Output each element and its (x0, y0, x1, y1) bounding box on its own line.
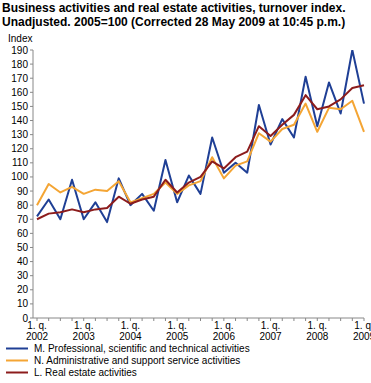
x-tick-label: 1. q.2006 (213, 320, 236, 342)
legend-swatch (6, 348, 28, 350)
x-tick-label: 1. q.2005 (166, 320, 189, 342)
y-tick-label: 170 (11, 73, 28, 84)
y-tick-label: 130 (11, 129, 28, 140)
x-tick-label-line: 2002 (26, 331, 49, 342)
x-tick-label: 1. q.2009 (353, 320, 371, 342)
y-tick-label: 50 (17, 242, 29, 253)
x-tick-label: 1. q.2007 (259, 320, 282, 342)
x-tick (247, 318, 248, 321)
x-tick-label-line: 2005 (166, 331, 189, 342)
x-tick (328, 318, 329, 321)
x-tick-label-line: 2007 (259, 331, 282, 342)
x-tick (282, 318, 283, 321)
title-line: Unadjusted. 2005=100 (Corrected 28 May 2… (2, 15, 345, 29)
y-tick-label: 150 (11, 101, 28, 112)
x-tick-label: 1. q.2004 (119, 320, 142, 342)
x-tick-label-line: 1. q. (261, 320, 280, 331)
x-tick (48, 318, 49, 321)
series-line (37, 85, 364, 219)
title: Business activities and real estate acti… (2, 1, 345, 29)
y-tick-label: 90 (17, 186, 29, 197)
x-tick-label-line: 1. q. (167, 320, 186, 331)
x-tick-label-line: 1. q. (27, 320, 46, 331)
x-tick (118, 318, 119, 321)
x-tick (60, 318, 61, 321)
y-tick-label: 120 (11, 143, 28, 154)
x-tick-label-line: 1. q. (308, 320, 327, 331)
x-tick-label-line: 2003 (73, 331, 96, 342)
x-tick-label-line: 2004 (119, 331, 142, 342)
x-tick-label-line: 2008 (306, 331, 329, 342)
x-tick-label-line: 2006 (213, 331, 236, 342)
y-tick-label: 70 (17, 214, 29, 225)
legend-label: N. Administrative and support service ac… (34, 355, 240, 366)
y-tick-label: 140 (11, 115, 28, 126)
series-line (37, 101, 364, 205)
y-axis-label: Index (8, 33, 32, 44)
title-line: Business activities and real estate acti… (2, 1, 345, 15)
x-tick (72, 318, 73, 321)
x-tick (107, 318, 108, 321)
y-tick-label: 110 (12, 157, 28, 168)
x-tick (352, 318, 353, 321)
y-tick-label: 190 (11, 45, 28, 56)
x-tick-label-line: 1. q. (121, 320, 140, 331)
y-tick-label: 160 (11, 87, 28, 98)
x-axis (33, 318, 364, 319)
y-tick-label: 10 (17, 298, 29, 309)
y-tick-label: 40 (17, 256, 29, 267)
x-tick (235, 318, 236, 321)
legend-label: M. Professional, scientific and technica… (34, 343, 250, 354)
plot (37, 50, 364, 222)
x-tick (142, 318, 143, 321)
legend-swatch (6, 360, 28, 362)
x-tick (153, 318, 154, 321)
x-tick (188, 318, 189, 321)
x-tick-label-line: 1. q. (74, 320, 93, 331)
y-tick-label: 100 (11, 171, 28, 182)
y-tick-label: 30 (17, 270, 29, 281)
y-axis (33, 50, 34, 318)
x-tick (200, 318, 201, 321)
x-tick (258, 318, 259, 321)
x-tick-label: 1. q.2008 (306, 320, 329, 342)
y-tick-label: 20 (17, 284, 29, 295)
x-tick (305, 318, 306, 321)
x-tick (212, 318, 213, 321)
x-tick-label: 1. q.2002 (26, 320, 49, 342)
x-tick-label-line: 1. q. (354, 320, 371, 331)
y-tick-label: 80 (17, 200, 29, 211)
series-line (37, 50, 364, 222)
y-tick-label: 180 (11, 59, 28, 70)
y-tick-label: 60 (17, 228, 29, 239)
x-tick (165, 318, 166, 321)
x-tick-label: 1. q.2003 (73, 320, 96, 342)
legend-swatch (6, 372, 28, 374)
x-tick (95, 318, 96, 321)
x-tick (293, 318, 294, 321)
x-tick (340, 318, 341, 321)
x-tick-label-line: 1. q. (214, 320, 233, 331)
chart: Business activities and real estate acti… (0, 0, 371, 383)
x-tick-label-line: 2009 (353, 331, 371, 342)
legend-label: L. Real estate activities (34, 367, 137, 378)
